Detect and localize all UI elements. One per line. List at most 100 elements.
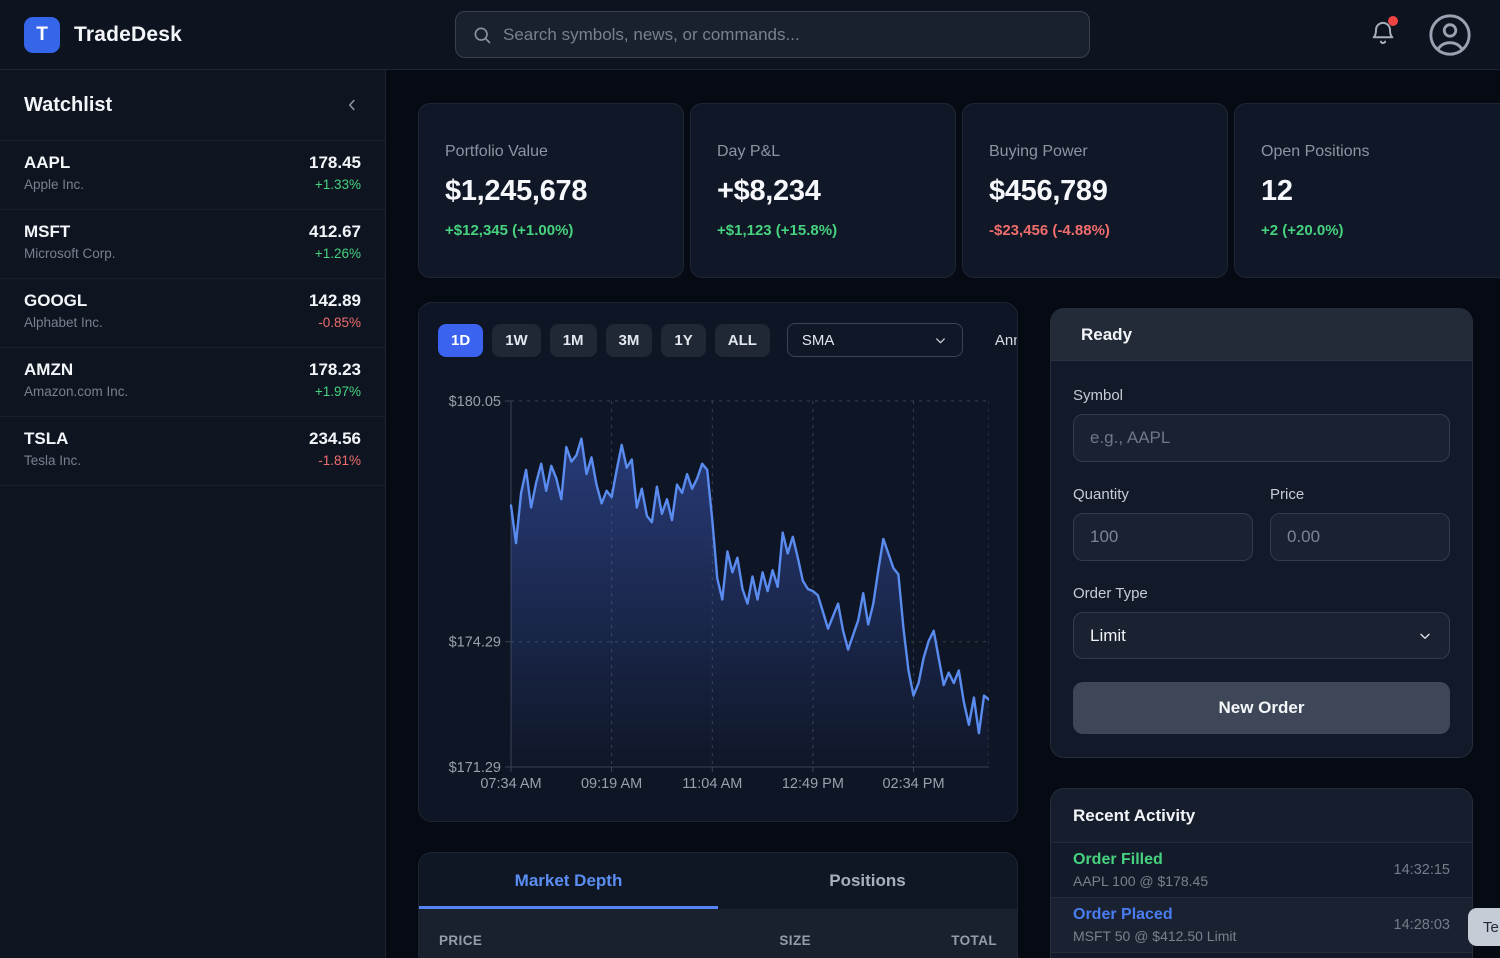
watchlist-row-tsla[interactable]: TSLA 234.56 Tesla Inc. -1.81% bbox=[0, 417, 385, 486]
order-type-select[interactable]: Limit bbox=[1073, 612, 1450, 659]
bell-icon bbox=[1372, 21, 1394, 44]
timeframe-button-1y[interactable]: 1Y bbox=[661, 323, 706, 357]
symbol: AAPL bbox=[24, 153, 71, 172]
stat-value: $1,245,678 bbox=[445, 174, 588, 207]
symbol: TSLA bbox=[24, 429, 69, 448]
svg-text:11:04 AM: 11:04 AM bbox=[682, 776, 742, 792]
quantity-field[interactable] bbox=[1073, 513, 1253, 561]
timeframe-button-3m[interactable]: 3M bbox=[605, 323, 653, 357]
stat-change: +$1,123 (+15.8%) bbox=[717, 221, 838, 239]
price-area-chart[interactable]: $180.05 $174.29 $171.29 07:34 AM 09:19 AM 11:… bbox=[429, 389, 991, 798]
person-circle-icon bbox=[1429, 14, 1471, 56]
price: 234.56 bbox=[309, 429, 361, 448]
company-name: Alphabet Inc. bbox=[24, 315, 103, 330]
chevron-down-icon bbox=[936, 337, 945, 343]
stat-card-open-positions: Open Positions 12 +2 (+20.0%) bbox=[1234, 103, 1500, 278]
stat-change: +2 (+20.0%) bbox=[1261, 221, 1344, 239]
activity-event: Order Placed bbox=[1073, 906, 1173, 923]
timeframe-button-1d[interactable]: 1D bbox=[438, 323, 484, 357]
symbol-field[interactable] bbox=[1073, 414, 1450, 462]
order-form: Symbol Quantity Price Order Type Limit bbox=[1051, 361, 1472, 734]
indicator-selected-value: SMA bbox=[801, 331, 835, 349]
recent-activity-title: Recent Activity bbox=[1051, 789, 1472, 843]
search-input[interactable] bbox=[503, 24, 1073, 45]
company-name: Amazon.com Inc. bbox=[24, 384, 129, 399]
company-name: Tesla Inc. bbox=[24, 453, 82, 468]
main-content: Portfolio Value $1,245,678 +$12,345 (+1.… bbox=[386, 70, 1500, 958]
svg-text:$180.05: $180.05 bbox=[449, 394, 501, 410]
new-order-button[interactable]: New Order bbox=[1073, 682, 1450, 734]
stat-label: Buying Power bbox=[989, 142, 1088, 160]
column-price: PRICE bbox=[439, 932, 483, 948]
stat-value: +$8,234 bbox=[717, 174, 821, 207]
change-percent: +1.26% bbox=[314, 246, 361, 261]
price-field[interactable] bbox=[1270, 513, 1450, 561]
stat-card-portfolio-value: Portfolio Value $1,245,678 +$12,345 (+1.… bbox=[418, 103, 684, 278]
price: 142.89 bbox=[309, 291, 361, 310]
indicator-select[interactable]: SMA bbox=[786, 323, 963, 357]
price-chart-card: 1D 1W 1M 3M 1Y ALL SMA Anno $180.05 $174.… bbox=[418, 302, 1018, 822]
toast-notification[interactable]: Te bbox=[1468, 908, 1500, 946]
timeframe-button-1w[interactable]: 1W bbox=[492, 323, 541, 357]
activity-event: Order Filled bbox=[1073, 851, 1163, 868]
symbol-label: Symbol bbox=[1073, 387, 1124, 404]
stats-row: Portfolio Value $1,245,678 +$12,345 (+1.… bbox=[418, 103, 1500, 278]
stat-label: Portfolio Value bbox=[445, 142, 548, 160]
timeframe-button-1m[interactable]: 1M bbox=[549, 323, 597, 357]
symbol: MSFT bbox=[24, 222, 71, 241]
svg-text:$174.29: $174.29 bbox=[449, 635, 501, 651]
column-size: SIZE bbox=[779, 932, 811, 948]
svg-text:09:19 AM: 09:19 AM bbox=[581, 776, 642, 792]
svg-text:02:34 PM: 02:34 PM bbox=[882, 776, 944, 792]
order-status: Ready bbox=[1081, 324, 1133, 344]
watchlist-title: Watchlist bbox=[24, 93, 113, 116]
svg-text:07:34 AM: 07:34 AM bbox=[480, 776, 541, 792]
watchlist-row-amzn[interactable]: AMZN 178.23 Amazon.com Inc. +1.97% bbox=[0, 348, 385, 417]
app-logo: T bbox=[24, 16, 60, 53]
change-percent: -0.85% bbox=[318, 315, 361, 330]
watchlist-header: Watchlist bbox=[0, 70, 385, 141]
market-depth-card: Market Depth Positions PRICE SIZE TOTAL bbox=[418, 852, 1018, 958]
depth-tabs: Market Depth Positions bbox=[419, 853, 1017, 909]
global-search[interactable] bbox=[455, 11, 1090, 58]
chart-toolbar: 1D 1W 1M 3M 1Y ALL SMA Anno bbox=[438, 323, 1017, 357]
order-type-selected-value: Limit bbox=[1090, 625, 1126, 645]
stat-change: +$12,345 (+1.00%) bbox=[445, 221, 574, 239]
activity-time: 14:32:15 bbox=[1393, 862, 1450, 878]
activity-detail: MSFT 50 @ $412.50 Limit bbox=[1073, 928, 1237, 944]
watchlist-sidebar: Watchlist AAPL 178.45 Apple Inc. +1.33% MS… bbox=[0, 70, 386, 958]
price: 178.23 bbox=[309, 360, 361, 379]
tab-positions[interactable]: Positions bbox=[829, 871, 906, 890]
svg-text:12:49 PM: 12:49 PM bbox=[782, 776, 844, 792]
order-status-header: Ready bbox=[1051, 309, 1472, 361]
symbol: AMZN bbox=[24, 360, 74, 379]
toast-text: Te bbox=[1483, 918, 1499, 936]
recent-activity-panel: Recent Activity Order Filled AAPL 100 @ … bbox=[1050, 788, 1473, 958]
notifications-button[interactable] bbox=[1366, 16, 1400, 52]
tab-market-depth[interactable]: Market Depth bbox=[514, 871, 623, 890]
search-icon bbox=[474, 27, 491, 43]
timeframe-button-all[interactable]: ALL bbox=[714, 323, 770, 357]
company-name: Apple Inc. bbox=[24, 177, 85, 192]
change-percent: +1.97% bbox=[314, 384, 361, 399]
activity-row-order-filled[interactable]: Order Filled AAPL 100 @ $178.45 14:32:15 bbox=[1051, 843, 1472, 898]
watchlist-row-aapl[interactable]: AAPL 178.45 Apple Inc. +1.33% bbox=[0, 141, 385, 210]
watchlist-row-googl[interactable]: GOOGL 142.89 Alphabet Inc. -0.85% bbox=[0, 279, 385, 348]
stat-value: $456,789 bbox=[989, 174, 1108, 207]
watchlist-row-msft[interactable]: MSFT 412.67 Microsoft Corp. +1.26% bbox=[0, 210, 385, 279]
activity-time: 14:28:03 bbox=[1393, 917, 1450, 933]
depth-table-header: PRICE SIZE TOTAL bbox=[419, 909, 1017, 958]
stat-label: Day P&L bbox=[717, 142, 781, 160]
column-total: TOTAL bbox=[951, 932, 997, 948]
active-tab-underline bbox=[419, 906, 718, 909]
change-percent: -1.81% bbox=[318, 453, 361, 468]
account-button[interactable] bbox=[1427, 12, 1473, 58]
annotate-button[interactable]: Anno bbox=[994, 331, 1017, 349]
activity-row-order-placed[interactable]: Order Placed MSFT 50 @ $412.50 Limit 14:… bbox=[1051, 898, 1472, 953]
stat-card-buying-power: Buying Power $456,789 -$23,456 (-4.88%) bbox=[962, 103, 1228, 278]
collapse-sidebar-icon[interactable] bbox=[343, 96, 361, 114]
svg-text:$171.29: $171.29 bbox=[449, 760, 501, 776]
activity-detail: AAPL 100 @ $178.45 bbox=[1073, 873, 1209, 889]
top-navbar: T TradeDesk bbox=[0, 0, 1500, 70]
stat-value: 12 bbox=[1261, 174, 1293, 207]
